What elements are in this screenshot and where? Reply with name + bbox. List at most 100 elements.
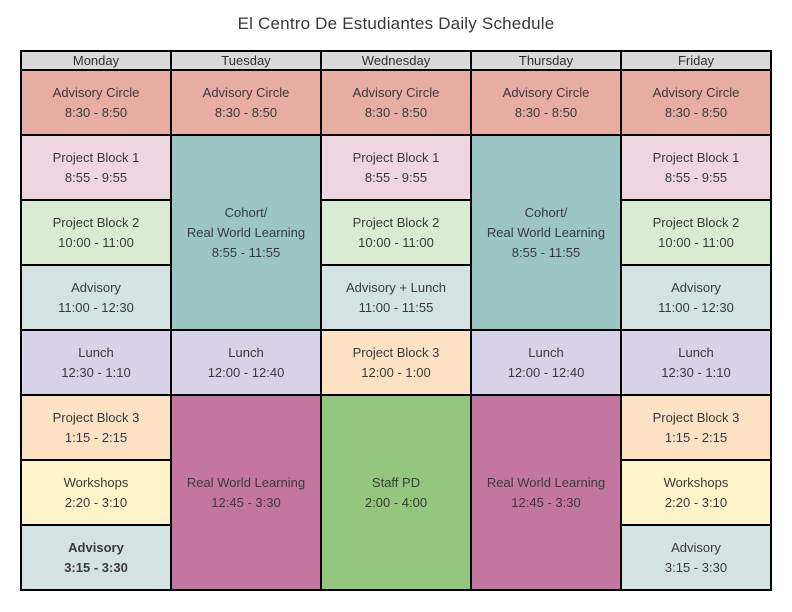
activity-time: 12:30 - 1:10	[61, 364, 131, 380]
table-row: Project Block 2 10:00 - 11:00 Project Bl…	[20, 199, 772, 266]
day-header-wednesday: Wednesday	[320, 50, 472, 71]
activity-name: Lunch	[228, 344, 264, 360]
activity-name: Project Block 3	[352, 344, 440, 360]
activity-name: Lunch	[78, 344, 114, 360]
wednesday-project-block-2-cell: Project Block 2 10:00 - 11:00	[320, 199, 472, 266]
activity-name: Lunch	[528, 344, 564, 360]
table-row: Project Block 3 1:15 - 2:15 Real World L…	[20, 394, 772, 591]
day-header-monday: Monday	[20, 50, 172, 71]
day-header-friday: Friday	[620, 50, 772, 71]
activity-name: Project Block 1	[352, 149, 440, 165]
activity-time: 8:30 - 8:50	[64, 104, 128, 120]
activity-time: 8:55 - 9:55	[664, 169, 728, 185]
friday-advisory-circle-cell: Advisory Circle 8:30 - 8:50	[620, 69, 772, 136]
friday-workshops-cell: Workshops 2:20 - 3:10	[620, 459, 772, 526]
monday-lunch-cell: Lunch 12:30 - 1:10	[20, 329, 172, 396]
activity-name: Advisory Circle	[52, 84, 140, 100]
activity-time: 10:00 - 11:00	[58, 234, 134, 250]
activity-time: 8:30 - 8:50	[514, 104, 578, 120]
thursday-real-world-learning-cell: Real World Learning 12:45 - 3:30	[470, 394, 622, 591]
friday-project-block-2-cell: Project Block 2 10:00 - 11:00	[620, 199, 772, 266]
activity-time: 8:55 - 9:55	[64, 169, 128, 185]
activity-name: Cohort/ Real World Learning	[486, 204, 606, 240]
activity-name: Advisory Circle	[202, 84, 290, 100]
monday-project-block-2-cell: Project Block 2 10:00 - 11:00	[20, 199, 172, 266]
activity-time: 2:20 - 3:10	[664, 494, 728, 510]
activity-time: 1:15 - 2:15	[664, 429, 728, 445]
activity-name: Workshops	[63, 474, 129, 490]
activity-name: Cohort/ Real World Learning	[186, 204, 306, 240]
wednesday-advisory-circle-cell: Advisory Circle 8:30 - 8:50	[320, 69, 472, 136]
activity-time: 8:55 - 9:55	[364, 169, 428, 185]
activity-name: Project Block 1	[52, 149, 140, 165]
activity-name: Advisory Circle	[502, 84, 590, 100]
activity-name: Project Block 2	[52, 214, 140, 230]
friday-advisory-cell: Advisory 11:00 - 12:30	[620, 264, 772, 331]
day-header-tuesday: Tuesday	[170, 50, 322, 71]
activity-name: Real World Learning	[186, 474, 306, 490]
activity-time: 8:55 - 11:55	[211, 244, 281, 260]
activity-time: 11:00 - 12:30	[658, 299, 734, 315]
activity-name: Advisory	[671, 279, 721, 295]
activity-name: Advisory	[71, 279, 121, 295]
activity-time: 3:15 - 3:30	[64, 559, 128, 575]
monday-advisory-circle-cell: Advisory Circle 8:30 - 8:50	[20, 69, 172, 136]
monday-project-block-3-cell: Project Block 3 1:15 - 2:15	[20, 394, 172, 461]
thursday-advisory-circle-cell: Advisory Circle 8:30 - 8:50	[470, 69, 622, 136]
activity-time: 2:00 - 4:00	[364, 494, 428, 510]
day-header-thursday: Thursday	[470, 50, 622, 71]
activity-name: Project Block 3	[652, 409, 740, 425]
activity-name: Staff PD	[371, 474, 421, 490]
table-row: Lunch 12:30 - 1:10 Lunch 12:00 - 12:40 P…	[20, 329, 772, 396]
activity-time: 12:45 - 3:30	[511, 494, 581, 510]
thursday-cohort-rwl-cell: Cohort/ Real World Learning 8:55 - 11:55	[470, 134, 622, 331]
day-header-row: Monday Tuesday Wednesday Thursday Friday	[20, 50, 772, 71]
activity-name: Advisory + Lunch	[345, 279, 447, 295]
friday-lunch-cell: Lunch 12:30 - 1:10	[620, 329, 772, 396]
monday-advisory-cell: Advisory 11:00 - 12:30	[20, 264, 172, 331]
monday-project-block-1-cell: Project Block 1 8:55 - 9:55	[20, 134, 172, 201]
activity-time: 2:20 - 3:10	[64, 494, 128, 510]
activity-time: 12:30 - 1:10	[661, 364, 731, 380]
tuesday-real-world-learning-cell: Real World Learning 12:45 - 3:30	[170, 394, 322, 591]
table-row: Advisory 3:15 - 3:30 Advisory 3:15 - 3:3…	[20, 524, 772, 591]
activity-name: Workshops	[663, 474, 729, 490]
schedule-table: Monday Tuesday Wednesday Thursday Friday…	[20, 50, 772, 591]
wednesday-project-block-1-cell: Project Block 1 8:55 - 9:55	[320, 134, 472, 201]
activity-time: 11:00 - 11:55	[358, 299, 434, 315]
friday-project-block-3-cell: Project Block 3 1:15 - 2:15	[620, 394, 772, 461]
monday-workshops-cell: Workshops 2:20 - 3:10	[20, 459, 172, 526]
activity-name: Project Block 2	[652, 214, 740, 230]
activity-name: Project Block 1	[652, 149, 740, 165]
activity-time: 3:15 - 3:30	[664, 559, 728, 575]
activity-name: Project Block 3	[52, 409, 140, 425]
friday-project-block-1-cell: Project Block 1 8:55 - 9:55	[620, 134, 772, 201]
activity-time: 12:45 - 3:30	[211, 494, 281, 510]
activity-name: Advisory	[68, 539, 124, 555]
tuesday-cohort-rwl-cell: Cohort/ Real World Learning 8:55 - 11:55	[170, 134, 322, 331]
table-row: Workshops 2:20 - 3:10 Workshops 2:20 - 3…	[20, 459, 772, 526]
activity-time: 12:00 - 12:40	[507, 364, 585, 380]
table-row: Advisory Circle 8:30 - 8:50 Advisory Cir…	[20, 69, 772, 136]
activity-time: 8:30 - 8:50	[664, 104, 728, 120]
activity-time: 1:15 - 2:15	[64, 429, 128, 445]
wednesday-advisory-lunch-cell: Advisory + Lunch 11:00 - 11:55	[320, 264, 472, 331]
activity-time: 10:00 - 11:00	[658, 234, 734, 250]
activity-name: Lunch	[678, 344, 714, 360]
friday-advisory-end-cell: Advisory 3:15 - 3:30	[620, 524, 772, 591]
tuesday-advisory-circle-cell: Advisory Circle 8:30 - 8:50	[170, 69, 322, 136]
activity-name: Advisory Circle	[352, 84, 440, 100]
table-row: Project Block 1 8:55 - 9:55 Cohort/ Real…	[20, 134, 772, 331]
activity-name: Project Block 2	[352, 214, 440, 230]
activity-time: 11:00 - 12:30	[58, 299, 134, 315]
activity-time: 8:30 - 8:50	[364, 104, 428, 120]
activity-name: Real World Learning	[486, 474, 606, 490]
wednesday-staff-pd-cell: Staff PD 2:00 - 4:00	[320, 394, 472, 591]
activity-time: 10:00 - 11:00	[358, 234, 434, 250]
wednesday-project-block-3-cell: Project Block 3 12:00 - 1:00	[320, 329, 472, 396]
activity-time: 12:00 - 12:40	[207, 364, 285, 380]
thursday-lunch-cell: Lunch 12:00 - 12:40	[470, 329, 622, 396]
page-title: El Centro De Estudiantes Daily Schedule	[237, 14, 555, 33]
activity-time: 8:30 - 8:50	[214, 104, 278, 120]
